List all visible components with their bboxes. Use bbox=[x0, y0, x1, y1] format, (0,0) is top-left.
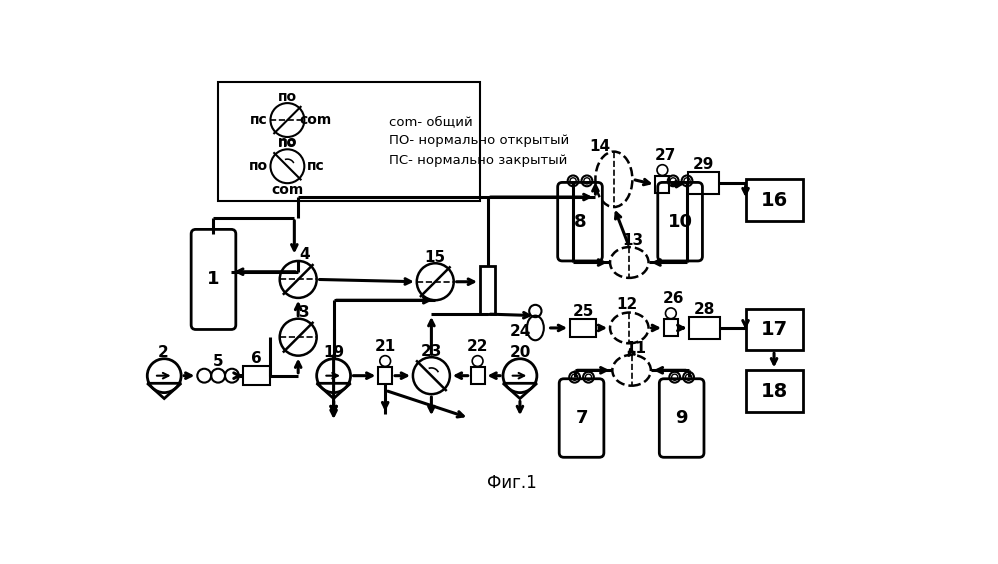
Text: 10: 10 bbox=[668, 213, 693, 231]
Text: 25: 25 bbox=[573, 303, 594, 319]
Text: 4: 4 bbox=[299, 247, 309, 262]
Text: 12: 12 bbox=[617, 297, 638, 312]
Bar bbox=[690, 317, 721, 339]
Text: 29: 29 bbox=[693, 157, 714, 172]
Text: Фиг.1: Фиг.1 bbox=[487, 474, 536, 492]
Bar bbox=[243, 367, 270, 385]
Bar bbox=[219, 82, 480, 201]
Bar bbox=[746, 309, 802, 350]
Text: 1: 1 bbox=[208, 270, 220, 288]
Text: 28: 28 bbox=[694, 302, 716, 317]
Bar bbox=[480, 266, 495, 314]
Text: 6: 6 bbox=[251, 351, 262, 366]
Text: 14: 14 bbox=[590, 139, 611, 155]
Text: 21: 21 bbox=[374, 339, 396, 354]
Text: 7: 7 bbox=[575, 409, 588, 427]
Text: 24: 24 bbox=[509, 324, 531, 340]
Text: пс: пс bbox=[250, 113, 267, 127]
Text: по: по bbox=[250, 159, 268, 173]
Text: 2: 2 bbox=[158, 345, 168, 360]
Bar bbox=[378, 367, 392, 384]
Text: 13: 13 bbox=[623, 233, 644, 248]
Text: 27: 27 bbox=[655, 148, 677, 163]
Text: com- общий: com- общий bbox=[389, 115, 473, 128]
Text: 15: 15 bbox=[425, 250, 446, 265]
Text: 23: 23 bbox=[421, 343, 442, 359]
Text: 26: 26 bbox=[664, 291, 685, 306]
Text: по: по bbox=[277, 90, 297, 104]
Text: по: по bbox=[277, 136, 297, 150]
Text: 16: 16 bbox=[760, 191, 787, 210]
Bar bbox=[746, 371, 802, 412]
Text: 18: 18 bbox=[760, 382, 787, 400]
Bar bbox=[656, 177, 670, 193]
Text: no: no bbox=[277, 135, 297, 149]
Text: 22: 22 bbox=[467, 339, 488, 354]
Text: com: com bbox=[271, 183, 303, 197]
Bar bbox=[664, 319, 678, 336]
Text: 17: 17 bbox=[760, 320, 787, 339]
Text: 5: 5 bbox=[213, 354, 224, 369]
Text: 9: 9 bbox=[676, 409, 688, 427]
Text: 11: 11 bbox=[625, 341, 646, 356]
Bar bbox=[688, 173, 719, 194]
Text: ПО- нормально открытый: ПО- нормально открытый bbox=[389, 134, 569, 147]
Text: 20: 20 bbox=[509, 345, 531, 360]
Text: 3: 3 bbox=[299, 305, 309, 320]
Text: пс: пс bbox=[307, 159, 324, 173]
Bar bbox=[570, 319, 596, 337]
Text: 19: 19 bbox=[323, 345, 344, 360]
Bar bbox=[471, 367, 484, 384]
Bar bbox=[746, 179, 802, 221]
Text: ПС- нормально закрытый: ПС- нормально закрытый bbox=[389, 153, 568, 166]
Text: com: com bbox=[299, 113, 332, 127]
Text: 8: 8 bbox=[574, 213, 586, 231]
